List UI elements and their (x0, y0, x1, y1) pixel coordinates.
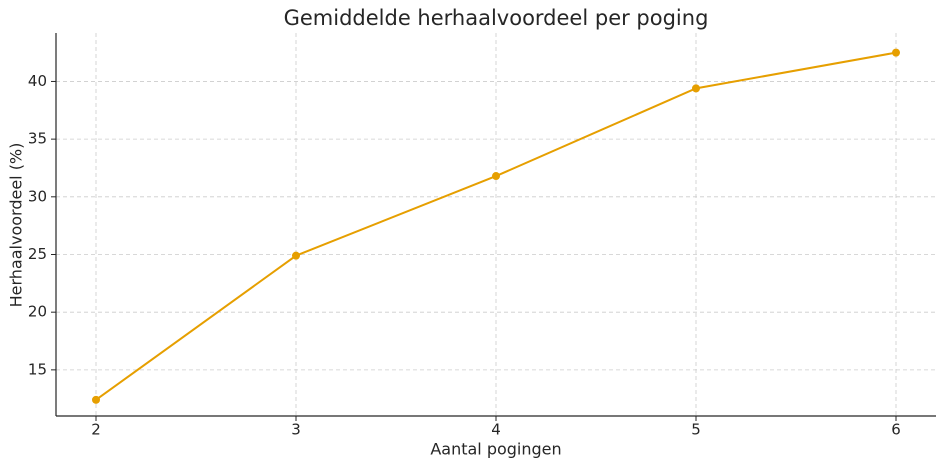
chart-title: Gemiddelde herhaalvoordeel per poging (284, 6, 709, 30)
y-tick-label: 40 (28, 72, 47, 90)
x-tick-label: 5 (691, 421, 701, 439)
y-tick-label: 30 (28, 187, 47, 205)
data-point (492, 172, 500, 181)
x-axis-label: Aantal pogingen (430, 440, 561, 459)
data-point (692, 84, 700, 93)
x-tick-label: 3 (291, 421, 301, 439)
x-tick-label: 6 (891, 421, 901, 439)
data-point (292, 251, 300, 260)
data-point (892, 48, 900, 57)
x-tick-label: 4 (491, 421, 501, 439)
x-tick-label: 2 (91, 421, 101, 439)
y-tick-label: 20 (28, 303, 47, 321)
y-tick-label: 15 (28, 360, 47, 378)
data-point (92, 395, 100, 404)
y-tick-label: 35 (28, 130, 47, 148)
y-tick-label: 25 (28, 245, 47, 263)
y-axis-label: Herhaalvoordeel (%) (7, 143, 26, 308)
